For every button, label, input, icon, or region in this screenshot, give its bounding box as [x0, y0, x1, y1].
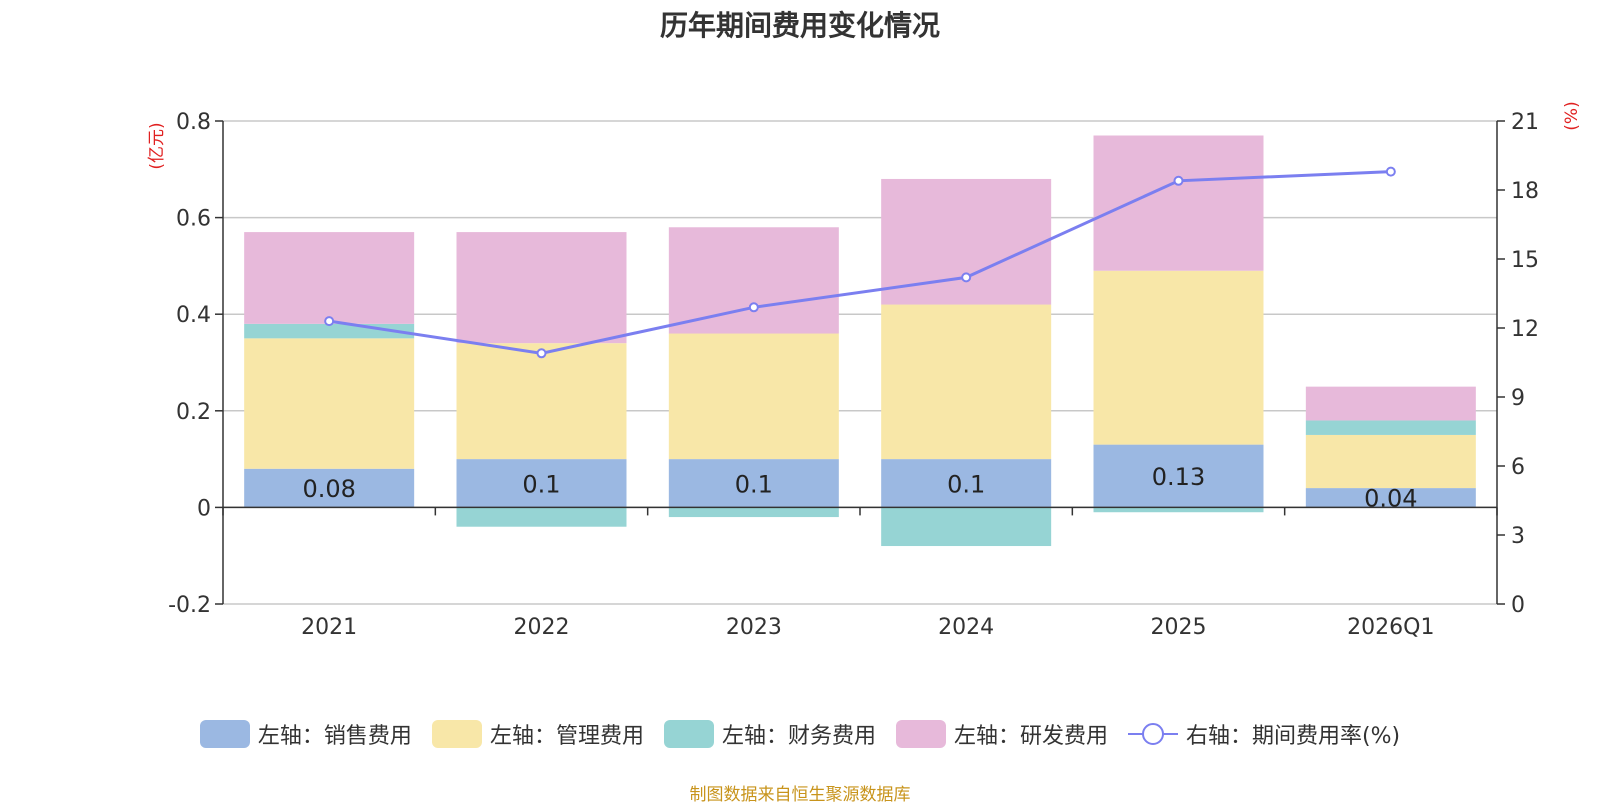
chart-plot: -0.2 0 0.2 0.4 0.6 0.8 0 3 6 9 12 15 18 21 (亿元) (%) 0.08…	[147, 101, 1582, 640]
data-label: 0.08	[302, 475, 355, 503]
right-axis-tick-label: 12	[1511, 317, 1539, 342]
x-axis-tick-label: 2023	[726, 615, 782, 640]
bar-segment	[1305, 386, 1476, 421]
bar-segment	[244, 232, 415, 324]
left-axis-unit-label: (亿元)	[147, 122, 167, 169]
line-point	[324, 316, 335, 327]
x-axis-tick-label: 2024	[938, 615, 994, 640]
legend-swatch	[431, 720, 482, 748]
bar-segment	[1093, 135, 1264, 271]
data-label: 0.04	[1364, 485, 1417, 513]
legend-item[interactable]: 左轴：研发费用	[895, 718, 1108, 750]
legend-swatch	[1127, 723, 1178, 745]
right-axis-tick-label: 0	[1511, 593, 1525, 618]
legend-item[interactable]: 右轴：期间费用率(%)	[1127, 718, 1401, 750]
bar-segment	[244, 468, 415, 508]
legend-swatch	[199, 720, 250, 748]
bar-segment	[881, 304, 1052, 460]
left-axis-tick-label: 0.8	[176, 110, 211, 135]
line-point	[1173, 175, 1184, 186]
bar-segment	[1305, 420, 1476, 435]
legend-swatch	[895, 720, 946, 748]
source-note: 制图数据来自恒生聚源数据库	[689, 785, 911, 805]
line-point	[536, 348, 547, 359]
x-axis-tick-label: 2026Q1	[1347, 615, 1434, 640]
bar-segment	[456, 507, 627, 527]
bar-segment	[668, 333, 839, 460]
bar-segment	[881, 459, 1052, 508]
bar-segment	[456, 343, 627, 460]
legend-swatch	[663, 720, 714, 748]
x-axis-tick-label: 2022	[514, 615, 570, 640]
legend-label: 左轴：财务费用	[721, 724, 876, 749]
chart-title: 历年期间费用变化情况	[659, 9, 940, 42]
right-axis-unit-label: (%)	[1562, 101, 1582, 130]
bar-segment	[456, 232, 627, 344]
bar-segment	[1093, 270, 1264, 445]
bar-segment	[668, 459, 839, 508]
bar-segment	[244, 338, 415, 469]
data-label: 0.13	[1152, 463, 1205, 491]
right-axis-tick-label: 3	[1511, 524, 1525, 549]
bar-segment	[1093, 444, 1264, 508]
legend-label: 左轴：管理费用	[489, 724, 644, 749]
data-label: 0.1	[947, 470, 985, 498]
data-label: 0.1	[522, 470, 560, 498]
right-axis-tick-label: 6	[1511, 455, 1525, 480]
right-axis-tick-label: 21	[1511, 110, 1539, 135]
bar-segment	[1305, 488, 1476, 508]
left-axis-tick-label: 0.4	[176, 303, 211, 328]
bar-segment	[881, 507, 1052, 547]
bar-segment	[1305, 434, 1476, 489]
x-axis-tick-label: 2025	[1151, 615, 1207, 640]
right-axis-tick-label: 9	[1511, 386, 1525, 411]
legend: 左轴：销售费用 左轴：管理费用 左轴：财务费用 左轴：研发费用 右轴：期间费用率(%)	[0, 718, 1600, 750]
bar-segment	[668, 227, 839, 334]
right-axis-tick-label: 15	[1511, 248, 1539, 273]
legend-label: 左轴：研发费用	[953, 724, 1108, 749]
line-point	[961, 272, 972, 283]
left-axis-tick-label: 0.6	[176, 207, 211, 232]
left-axis-tick-label: 0	[197, 496, 211, 521]
left-axis-tick-label: -0.2	[168, 593, 211, 618]
data-label: 0.1	[735, 470, 773, 498]
line-point	[748, 302, 759, 313]
legend-item[interactable]: 左轴：财务费用	[663, 718, 876, 750]
bar-segment	[881, 178, 1052, 305]
legend-item[interactable]: 左轴：销售费用	[199, 718, 412, 750]
legend-label: 右轴：期间费用率(%)	[1185, 724, 1401, 749]
legend-label: 左轴：销售费用	[257, 724, 412, 749]
bar-segment	[668, 507, 839, 518]
bar-segment	[456, 459, 627, 508]
line-point	[1385, 166, 1396, 177]
series-line	[328, 170, 1391, 355]
legend-item[interactable]: 左轴：管理费用	[431, 718, 644, 750]
right-axis-tick-label: 18	[1511, 179, 1539, 204]
x-axis-tick-label: 2021	[301, 615, 357, 640]
left-axis-tick-label: 0.2	[176, 400, 211, 425]
bar-segment	[1093, 507, 1264, 513]
